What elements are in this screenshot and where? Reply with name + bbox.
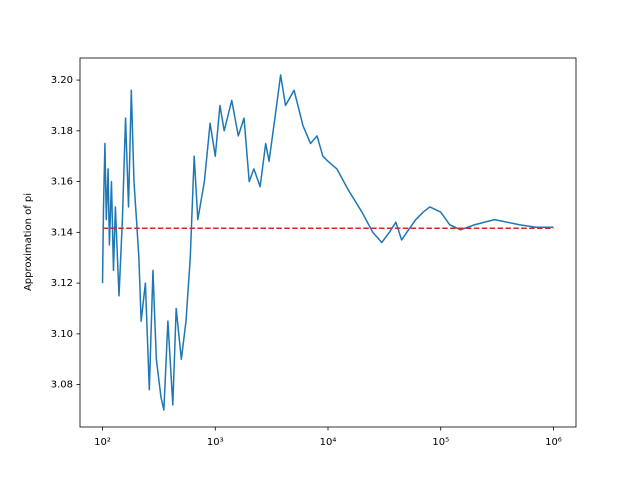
x-tick-label: 10⁵ — [432, 437, 449, 448]
y-tick-label: 3.12 — [51, 278, 73, 289]
line-series — [101, 74, 554, 411]
x-tick-label: 10⁶ — [545, 437, 562, 448]
y-tick-label: 3.20 — [51, 75, 73, 86]
y-tick-label: 3.16 — [51, 177, 73, 188]
y-tick-label: 3.10 — [51, 329, 73, 340]
y-tick-label: 3.18 — [51, 126, 73, 137]
y-axis-label: Approximation of pi — [23, 193, 34, 291]
x-tick-label: 10⁴ — [320, 437, 337, 448]
y-tick-label: 3.08 — [51, 380, 73, 391]
x-tick-label: 10³ — [207, 437, 224, 448]
plot-frame — [79, 57, 577, 428]
y-tick-label: 3.14 — [51, 227, 73, 238]
x-tick-label: 10² — [94, 437, 111, 448]
